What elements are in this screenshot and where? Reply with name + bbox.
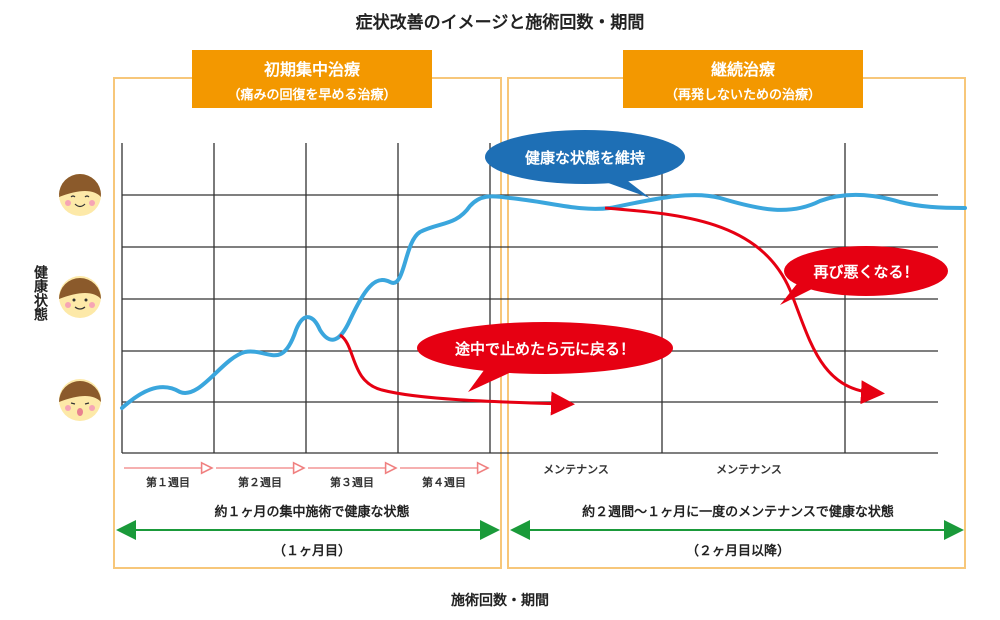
- phase2-period: （２ヶ月目以降）: [686, 543, 790, 559]
- health-curve: [120, 192, 967, 410]
- callout-maintain-text: 健康な状態を維持: [525, 149, 645, 167]
- happy-face-icon: [59, 174, 101, 216]
- callout-stop-midway: 途中で止めたら元に戻る！: [417, 322, 673, 392]
- callout-maintain: 健康な状態を維持: [485, 130, 685, 198]
- chart-grid: [121, 143, 938, 454]
- y-axis-label: 健康状態: [32, 264, 48, 322]
- callout-stop-midway-text: 途中で止めたら元に戻る！: [455, 340, 635, 358]
- relapse-curve-midway: [339, 333, 575, 416]
- maintenance-label-2: メンテナンス: [716, 463, 782, 476]
- week-3-label: 第３週目: [330, 475, 374, 489]
- week-2-label: 第２週目: [238, 475, 282, 489]
- x-axis-label: 施術回数・期間: [451, 592, 549, 609]
- maintenance-label-1: メンテナンス: [543, 463, 609, 476]
- callout-worse-again: 再び悪くなる！: [780, 246, 948, 305]
- callout-worse-again-text: 再び悪くなる！: [813, 263, 918, 281]
- relapse-curve-maintenance: [604, 206, 885, 405]
- diagram-title: 症状改善のイメージと施術回数・期間: [356, 12, 645, 33]
- phase1-summary: 約１ヶ月の集中施術で健康な状態: [214, 504, 409, 520]
- distressed-face-icon: [59, 379, 101, 421]
- phase1-frame: [113, 77, 502, 569]
- phase1-header: 初期集中治療 （痛みの回復を早める治療）: [192, 50, 432, 108]
- phase2-title: 継続治療: [711, 60, 776, 79]
- phase1-subtitle: （痛みの回復を早める治療）: [227, 87, 396, 103]
- phase2-header: 継続治療 （再発しないための治療）: [623, 50, 863, 108]
- phase2-subtitle: （再発しないための治療）: [665, 87, 821, 103]
- phase1-period: （１ヶ月目）: [273, 543, 351, 559]
- phase2-summary: 約２週間～１ヶ月に一度のメンテナンスで健康な状態: [582, 504, 894, 520]
- week-1-label: 第１週目: [146, 475, 190, 489]
- week-4-label: 第４週目: [422, 475, 466, 489]
- neutral-face-icon: [59, 276, 101, 318]
- phase1-title: 初期集中治療: [264, 60, 361, 79]
